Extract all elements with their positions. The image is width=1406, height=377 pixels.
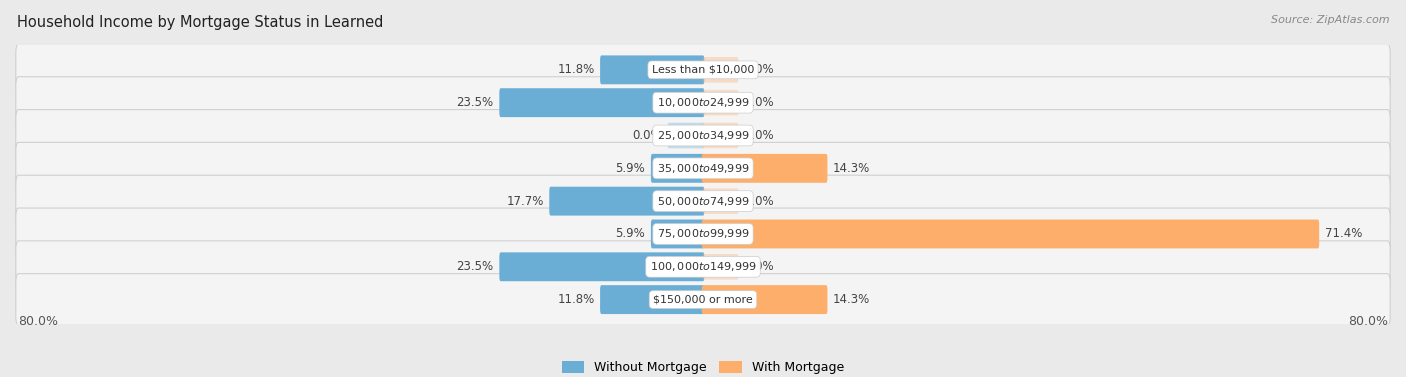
Text: 11.8%: 11.8% (557, 293, 595, 306)
Legend: Without Mortgage, With Mortgage: Without Mortgage, With Mortgage (557, 356, 849, 377)
FancyBboxPatch shape (15, 241, 1391, 293)
Text: $100,000 to $149,999: $100,000 to $149,999 (650, 260, 756, 273)
FancyBboxPatch shape (15, 208, 1391, 260)
FancyBboxPatch shape (15, 44, 1391, 96)
Text: 0.0%: 0.0% (744, 260, 773, 273)
FancyBboxPatch shape (702, 90, 738, 115)
FancyBboxPatch shape (15, 143, 1391, 194)
Text: 0.0%: 0.0% (744, 129, 773, 142)
FancyBboxPatch shape (499, 88, 704, 117)
Text: 23.5%: 23.5% (457, 96, 494, 109)
Text: 0.0%: 0.0% (744, 195, 773, 208)
Text: Household Income by Mortgage Status in Learned: Household Income by Mortgage Status in L… (17, 15, 384, 30)
Text: $150,000 or more: $150,000 or more (654, 294, 752, 305)
FancyBboxPatch shape (600, 285, 704, 314)
FancyBboxPatch shape (702, 188, 738, 214)
Text: Less than $10,000: Less than $10,000 (652, 65, 754, 75)
FancyBboxPatch shape (651, 219, 704, 248)
FancyBboxPatch shape (702, 285, 828, 314)
Text: 80.0%: 80.0% (18, 316, 59, 328)
Text: 5.9%: 5.9% (616, 162, 645, 175)
Text: 14.3%: 14.3% (832, 162, 870, 175)
FancyBboxPatch shape (702, 219, 1319, 248)
FancyBboxPatch shape (15, 77, 1391, 129)
Text: 0.0%: 0.0% (744, 63, 773, 77)
Text: 17.7%: 17.7% (506, 195, 544, 208)
Text: 5.9%: 5.9% (616, 227, 645, 241)
FancyBboxPatch shape (668, 123, 704, 148)
FancyBboxPatch shape (550, 187, 704, 216)
FancyBboxPatch shape (702, 123, 738, 148)
Text: 14.3%: 14.3% (832, 293, 870, 306)
Text: $25,000 to $34,999: $25,000 to $34,999 (657, 129, 749, 142)
Text: 0.0%: 0.0% (633, 129, 662, 142)
Text: 80.0%: 80.0% (1347, 316, 1388, 328)
Text: $35,000 to $49,999: $35,000 to $49,999 (657, 162, 749, 175)
Text: 23.5%: 23.5% (457, 260, 494, 273)
Text: $75,000 to $99,999: $75,000 to $99,999 (657, 227, 749, 241)
Text: 11.8%: 11.8% (557, 63, 595, 77)
FancyBboxPatch shape (15, 175, 1391, 227)
FancyBboxPatch shape (15, 274, 1391, 325)
FancyBboxPatch shape (499, 252, 704, 281)
FancyBboxPatch shape (702, 57, 738, 83)
Text: $50,000 to $74,999: $50,000 to $74,999 (657, 195, 749, 208)
FancyBboxPatch shape (651, 154, 704, 183)
FancyBboxPatch shape (600, 55, 704, 84)
Text: $10,000 to $24,999: $10,000 to $24,999 (657, 96, 749, 109)
FancyBboxPatch shape (15, 110, 1391, 161)
FancyBboxPatch shape (702, 154, 828, 183)
FancyBboxPatch shape (702, 254, 738, 280)
Text: 0.0%: 0.0% (744, 96, 773, 109)
Text: Source: ZipAtlas.com: Source: ZipAtlas.com (1271, 15, 1389, 25)
Text: 71.4%: 71.4% (1324, 227, 1362, 241)
